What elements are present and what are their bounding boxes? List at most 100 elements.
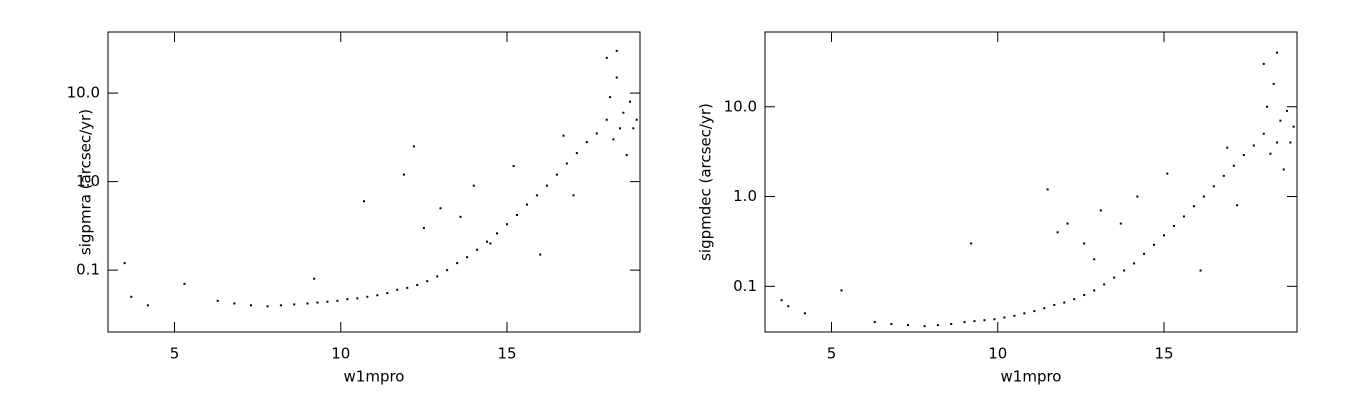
scatter-point	[615, 76, 618, 79]
scatter-point	[1083, 294, 1086, 297]
scatter-point	[1202, 195, 1205, 198]
scatter-point	[619, 127, 622, 130]
scatter-point	[472, 184, 475, 187]
x-axis-label: w1mpro	[344, 368, 405, 386]
x-tick-label: 15	[1154, 345, 1173, 363]
scatter-point	[1232, 164, 1235, 167]
scatter-point	[787, 305, 790, 308]
plot-frame	[107, 31, 641, 333]
scatter-point	[233, 302, 236, 305]
scatter-point	[1276, 51, 1279, 54]
scatter-point	[1266, 105, 1269, 108]
scatter-point	[1182, 215, 1185, 218]
y-tick-label: 1.0	[733, 187, 757, 205]
scatter-point	[1262, 132, 1265, 135]
y-axis-label: sigpmra (arcsec/yr)	[77, 109, 95, 255]
scatter-point	[605, 56, 608, 59]
scatter-point	[1292, 125, 1295, 128]
scatter-point	[1099, 209, 1102, 212]
scatter-point	[1083, 242, 1086, 245]
scatter-point	[183, 282, 186, 285]
scatter-point	[293, 303, 296, 306]
scatter-point	[1136, 195, 1139, 198]
scatter-point	[1143, 252, 1146, 255]
x-tick-label: 10	[988, 345, 1007, 363]
scatter-point	[1113, 276, 1116, 279]
scatter-point	[402, 173, 405, 176]
scatter-point	[316, 301, 319, 304]
scatter-point	[1046, 188, 1049, 191]
scatter-point	[615, 49, 618, 52]
scatter-point	[1073, 298, 1076, 301]
scatter-point	[336, 299, 339, 302]
scatter-point	[1236, 204, 1239, 207]
scatter-point	[386, 292, 389, 295]
scatter-point	[632, 127, 635, 130]
scatter-point	[1276, 141, 1279, 144]
scatter-point	[426, 280, 429, 283]
scatter-point	[376, 294, 379, 297]
x-tick-label: 10	[331, 345, 350, 363]
scatter-point	[1269, 152, 1272, 155]
scatter-point	[625, 153, 628, 156]
scatter-point	[1033, 310, 1036, 313]
scatter-point	[572, 194, 575, 197]
scatter-point	[1279, 119, 1282, 122]
scatter-point	[313, 277, 316, 280]
scatter-point	[436, 275, 439, 278]
scatter-point	[950, 323, 953, 326]
scatter-point	[595, 132, 598, 135]
scatter-point	[1166, 172, 1169, 175]
scatter-point	[1282, 168, 1285, 171]
y-tick-label: 1.0	[76, 172, 100, 190]
scatter-point	[486, 240, 489, 243]
x-tick-label: 15	[497, 345, 516, 363]
scatter-point	[535, 194, 538, 197]
scatter-point	[1272, 82, 1275, 85]
scatter-point	[416, 283, 419, 286]
scatter-point	[622, 111, 625, 114]
scatter-point	[130, 295, 133, 298]
scatter-point	[970, 242, 973, 245]
scatter-point	[1023, 312, 1026, 315]
plot-frame	[764, 31, 1298, 333]
scatter-point	[575, 152, 578, 155]
scatter-point	[1013, 314, 1016, 317]
scatter-point	[506, 223, 508, 226]
scatter-point	[489, 242, 492, 245]
scatter-point	[412, 145, 415, 148]
scatter-point	[476, 248, 479, 251]
scatter-point	[1133, 262, 1136, 265]
scatter-point	[446, 269, 449, 272]
scatter-point	[1153, 243, 1156, 246]
scatter-point	[993, 318, 996, 321]
scatter-point	[605, 118, 608, 121]
scatter-point	[512, 165, 515, 168]
x-tick-label: 5	[170, 345, 180, 363]
scatter-point	[1289, 141, 1292, 144]
scatter-point	[1119, 222, 1122, 225]
scatter-point	[635, 118, 638, 121]
scatter-point	[1103, 283, 1106, 286]
scatter-point	[1093, 289, 1096, 292]
scatter-point	[1003, 316, 1006, 319]
scatter-point	[216, 299, 219, 302]
scatter-point	[1192, 205, 1195, 208]
scatter-point	[356, 297, 359, 300]
scatter-point	[1226, 146, 1229, 149]
scatter-point	[983, 319, 986, 322]
scatter-point	[936, 324, 939, 327]
scatter-point	[1172, 224, 1175, 227]
scatter-point	[363, 200, 366, 203]
y-tick-label: 10.0	[724, 97, 757, 115]
scatter-point	[1212, 185, 1215, 188]
scatter-point	[840, 289, 843, 292]
y-tick-label: 10.0	[67, 84, 100, 102]
scatter-point	[1053, 303, 1056, 306]
scatter-point	[629, 100, 632, 103]
scatter-point	[873, 321, 876, 324]
scatter-point	[515, 213, 518, 216]
scatter-point	[366, 295, 369, 298]
scatter-point	[396, 288, 399, 291]
scatter-point	[466, 256, 469, 259]
